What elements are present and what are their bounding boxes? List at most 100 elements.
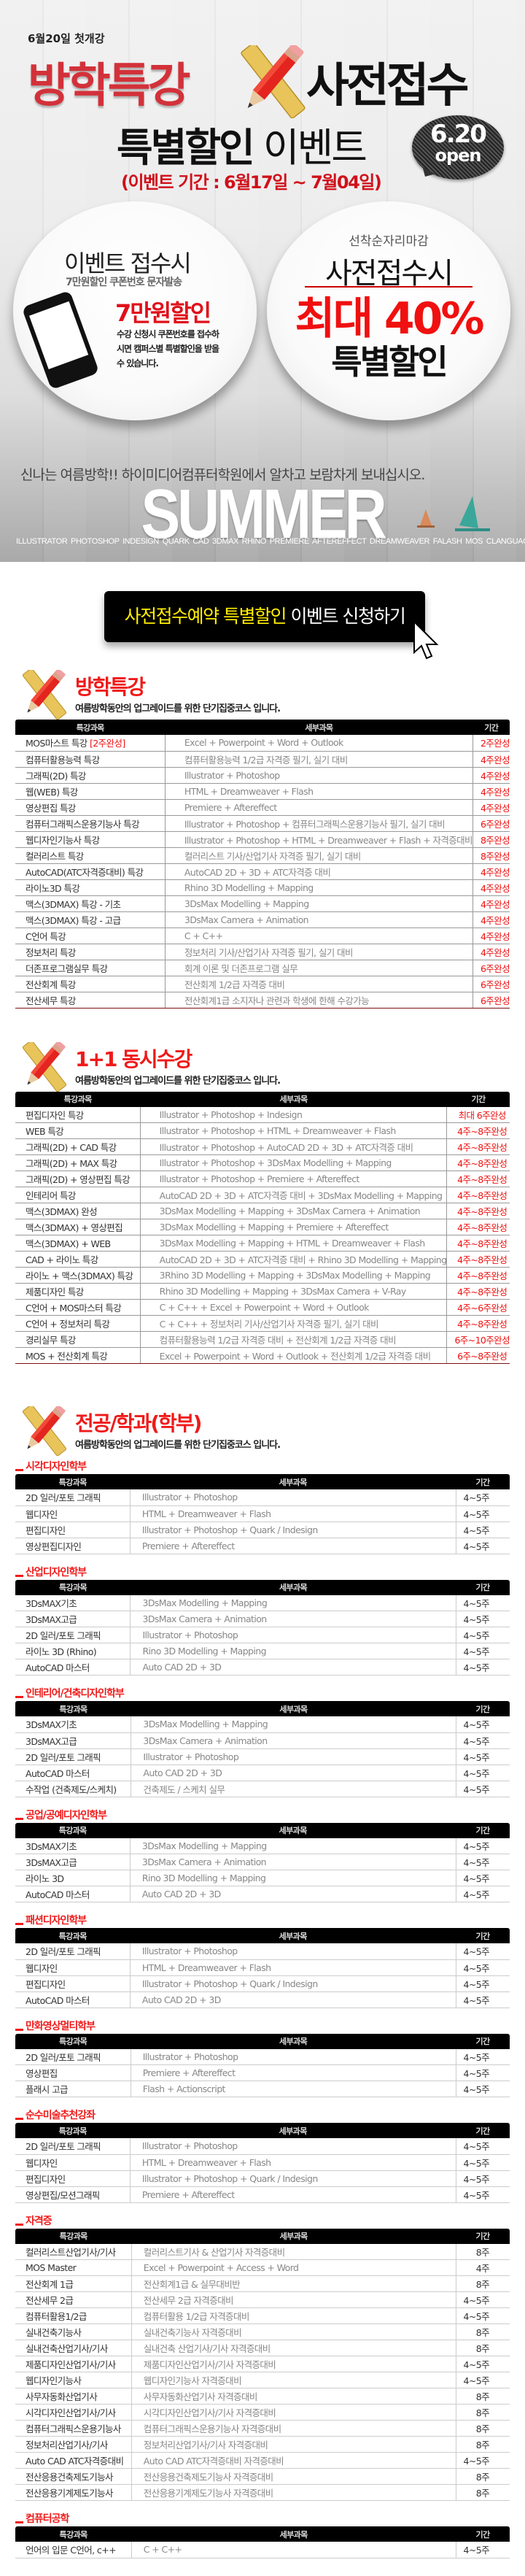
column-header-period: 기간	[456, 2123, 510, 2138]
course-subject: 3DsMAX기초	[15, 1594, 131, 1611]
course-subject: 맥스(3DMAX) + 영상편집	[15, 1219, 141, 1235]
apply-button-highlight: 사전접수예약 특별할인	[124, 606, 287, 627]
course-detail: Illustrator + Photoshop	[165, 767, 473, 784]
table-row: 웹디자인기능사 특강 Illustrator + Photoshop + HTML…	[15, 831, 510, 848]
course-period: 4주완성	[472, 863, 510, 880]
table-row: CAD + 라이노 특강 AutoCAD 2D + 3D + ATC자격증 대비 …	[15, 1251, 510, 1268]
hero-banner: 6월20일 첫개강 방학특강 사전접수 특별할인 이벤트 6.20 open (…	[0, 0, 525, 562]
course-period: 4주~8주완성	[446, 1251, 510, 1268]
open-label: open	[435, 145, 481, 166]
column-header-period: 기간	[456, 2228, 510, 2244]
table-row: 맥스(3DMAX) + 영상편집 3DsMax Modelling + Mappi…	[15, 1219, 510, 1235]
course-detail: 실내건축 산업기사/기사 자격증대비	[131, 2340, 456, 2356]
column-header-subject: 특강과목	[15, 2526, 132, 2542]
column-header-period: 기간	[456, 1474, 510, 1489]
course-subject: 라이노 3D (Rhino)	[15, 1643, 131, 1659]
course-detail: 3DsMax Modelling + Mapping	[165, 895, 473, 912]
course-detail: 3DsMax Camera + Animation	[130, 1854, 456, 1870]
course-subject: 3DsMAX기초	[15, 1716, 132, 1733]
course-detail: Illustrator + Photoshop + Premiere + Aft…	[140, 1171, 448, 1187]
course-subject: 웹디자인	[15, 2154, 131, 2171]
table-row: 3DsMAX기초 3DsMax Modelling + Mapping 4~5주	[15, 1837, 510, 1854]
course-subject: 라이노 + 맥스(3DMAX) 특강	[15, 1267, 141, 1284]
course-period: 4~5주	[456, 2372, 510, 2388]
course-detail: 컬러리스트기사 & 산업기사 자격증대비	[131, 2243, 456, 2260]
course-period: 8주	[456, 2388, 510, 2405]
table-row: 영상편집디자인 Premiere + Aftereffect 4~5주	[15, 1538, 510, 1554]
course-period: 4~5주	[456, 1991, 510, 2008]
cursor-icon	[413, 620, 439, 660]
course-detail: AutoCAD 2D + 3D + ATC자격증 대비 + 3DsMax Mod…	[140, 1187, 448, 1203]
event-period: (이벤트 기간 : 6월17일 ~ 7월04일)	[121, 172, 382, 193]
course-subject: 2D 일러/포토 그래픽	[15, 2048, 131, 2065]
table-row: AutoCAD 마스터 Auto CAD 2D + 3D 4~5주	[15, 1765, 510, 1781]
course-period: 4~5주	[456, 2048, 510, 2065]
table-row: 라이노3D 특강 Rhino 3D Modelling + Mapping 4주완성	[15, 879, 510, 896]
course-detail: HTML + Dreamweaver + Flash	[130, 1959, 456, 1976]
course-detail: 3DsMax Modelling + Mapping + 3DsMax Came…	[140, 1203, 448, 1219]
apply-event-button[interactable]: 사전접수예약 특별할인 이벤트 신청하기	[104, 591, 425, 642]
slogan: 신나는 여름방학!! 하이미디어컴퓨터학원에서 알차고 보람차게 보내십시오.	[20, 467, 425, 483]
course-detail: Illustrator + Photoshop	[130, 1489, 456, 1506]
course-subject: MOS Master	[15, 2259, 132, 2276]
table-row: 그래픽(2D) + MAX 특강 Illustrator + Photoshop …	[15, 1154, 510, 1171]
discount-title: 사전접수시	[325, 257, 454, 290]
table-row: 편집디자인 Illustrator + Photoshop + Quark / I…	[15, 1522, 510, 1538]
course-table: 특강과목 세부과목 기간 2D 일러/포토 그래픽 Illustrator + Phot…	[15, 2123, 510, 2203]
course-period: 8주	[456, 2275, 510, 2292]
course-subject: 정보처리 특강	[15, 944, 166, 960]
course-subject: 사무자동화산업기사	[15, 2388, 132, 2405]
course-period: 최대 6주완성	[446, 1106, 510, 1123]
course-detail: Flash + Actionscript	[131, 2081, 456, 2097]
course-subject: 라이노 3D	[15, 1870, 131, 1886]
course-period: 4주완성	[472, 799, 510, 816]
course-detail: Excel + Powerpoint + Word + Outlook + 전산…	[140, 1347, 448, 1364]
course-period: 4~5주	[456, 1765, 510, 1781]
section-header: 1+1 동시수강 여름방학동안의 업그레이드를 위한 단기집중코스 입니다.	[15, 1041, 510, 1092]
course-period: 8주	[456, 2468, 510, 2485]
course-period: 4~5주	[456, 1643, 510, 1659]
table-header-row: 특강과목 세부과목 기간	[15, 2123, 510, 2138]
table-row: 영상편집 Premiere + Aftereffect 4~5주	[15, 2064, 510, 2081]
course-period: 8주	[456, 2340, 510, 2356]
course-detail: 3DsMax Camera + Animation	[165, 911, 473, 928]
course-table: 특강과목 세부과목 기간 2D 일러/포토 그래픽 Illustrator + Phot…	[15, 2033, 510, 2097]
course-detail: 컴퓨터활용 1/2급 자격증대비	[131, 2307, 456, 2324]
table-row: 웹디자인기능사 웹디자인기능사 자격증대비 4~5주	[15, 2372, 510, 2388]
course-detail: 전산회계1급 소지자나 관련과 학생에 한해 수강가능	[165, 992, 473, 1009]
table-row: 언어의 입문 C언어, c++ C + C++ 4~5주	[15, 2542, 510, 2558]
course-subject: 그래픽(2D) + CAD 특강	[15, 1138, 141, 1155]
course-subject: 2D 일러/포토 그래픽	[15, 1627, 131, 1643]
course-detail: Illustrator + Photoshop + HTML + Dreamwe…	[165, 831, 473, 848]
table-row: 웹디자인 HTML + Dreamweaver + Flash 4~5주	[15, 1505, 510, 1522]
course-table: 특강과목 세부과목 기간 편집디자인 특강 Illustrator + Photosho…	[15, 1091, 510, 1364]
course-detail: AutoCAD 2D + 3D + ATC자격증 대비	[165, 863, 473, 880]
course-detail: Auto CAD ATC자격증대비 자격증대비	[131, 2452, 456, 2469]
section-header: 전공/학과(학부) 여름방학동안의 업그레이드를 위한 단기집중코스 입니다.	[15, 1406, 510, 1456]
course-period: 4~5주	[456, 1975, 510, 1992]
course-detail: 컴퓨터그래픽스운용기능사 자격증대비	[131, 2420, 456, 2437]
course-period: 4~5주	[456, 1627, 510, 1643]
course-period: 4~5주	[456, 2291, 510, 2308]
course-detail: 실내건축기능사 자격증대비	[131, 2324, 456, 2340]
table-row: 3DsMAX기초 3DsMax Modelling + Mapping 4~5주	[15, 1594, 510, 1611]
column-header-detail: 세부과목	[165, 720, 473, 735]
course-subject: MOS + 전산회계 특강	[15, 1347, 141, 1364]
table-row: AutoCAD 마스터 Auto CAD 2D + 3D 4~5주	[15, 1886, 510, 1902]
course-period: 4~5주	[456, 1870, 510, 1886]
course-subject: 전산응용기계제도기능사	[15, 2484, 132, 2501]
course-period: 4주~8주완성	[446, 1187, 510, 1203]
hero-subtitle: 특별할인 이벤트	[117, 115, 368, 173]
coupon-highlight: 7만원할인	[115, 299, 211, 327]
course-detail: Excel + Powerpoint + Access + Word	[131, 2259, 456, 2276]
course-period: 4~5주	[456, 1959, 510, 1976]
group-label: 만화영상멀티학부	[15, 2018, 525, 2034]
course-table: 특강과목 세부과목 기간 3DsMAX기초 3DsMax Modelling + Map…	[15, 1822, 510, 1902]
column-header-detail: 세부과목	[131, 2526, 456, 2542]
hero-title-red: 방학특강	[28, 59, 191, 113]
course-period: 4~5주	[456, 2307, 510, 2324]
course-period: 4주~8주완성	[446, 1235, 510, 1252]
group-label: 산업디자인학부	[15, 1565, 525, 1580]
course-subject: 그래픽(2D) + MAX 특강	[15, 1154, 141, 1171]
course-period: 4~5주	[456, 1854, 510, 1870]
